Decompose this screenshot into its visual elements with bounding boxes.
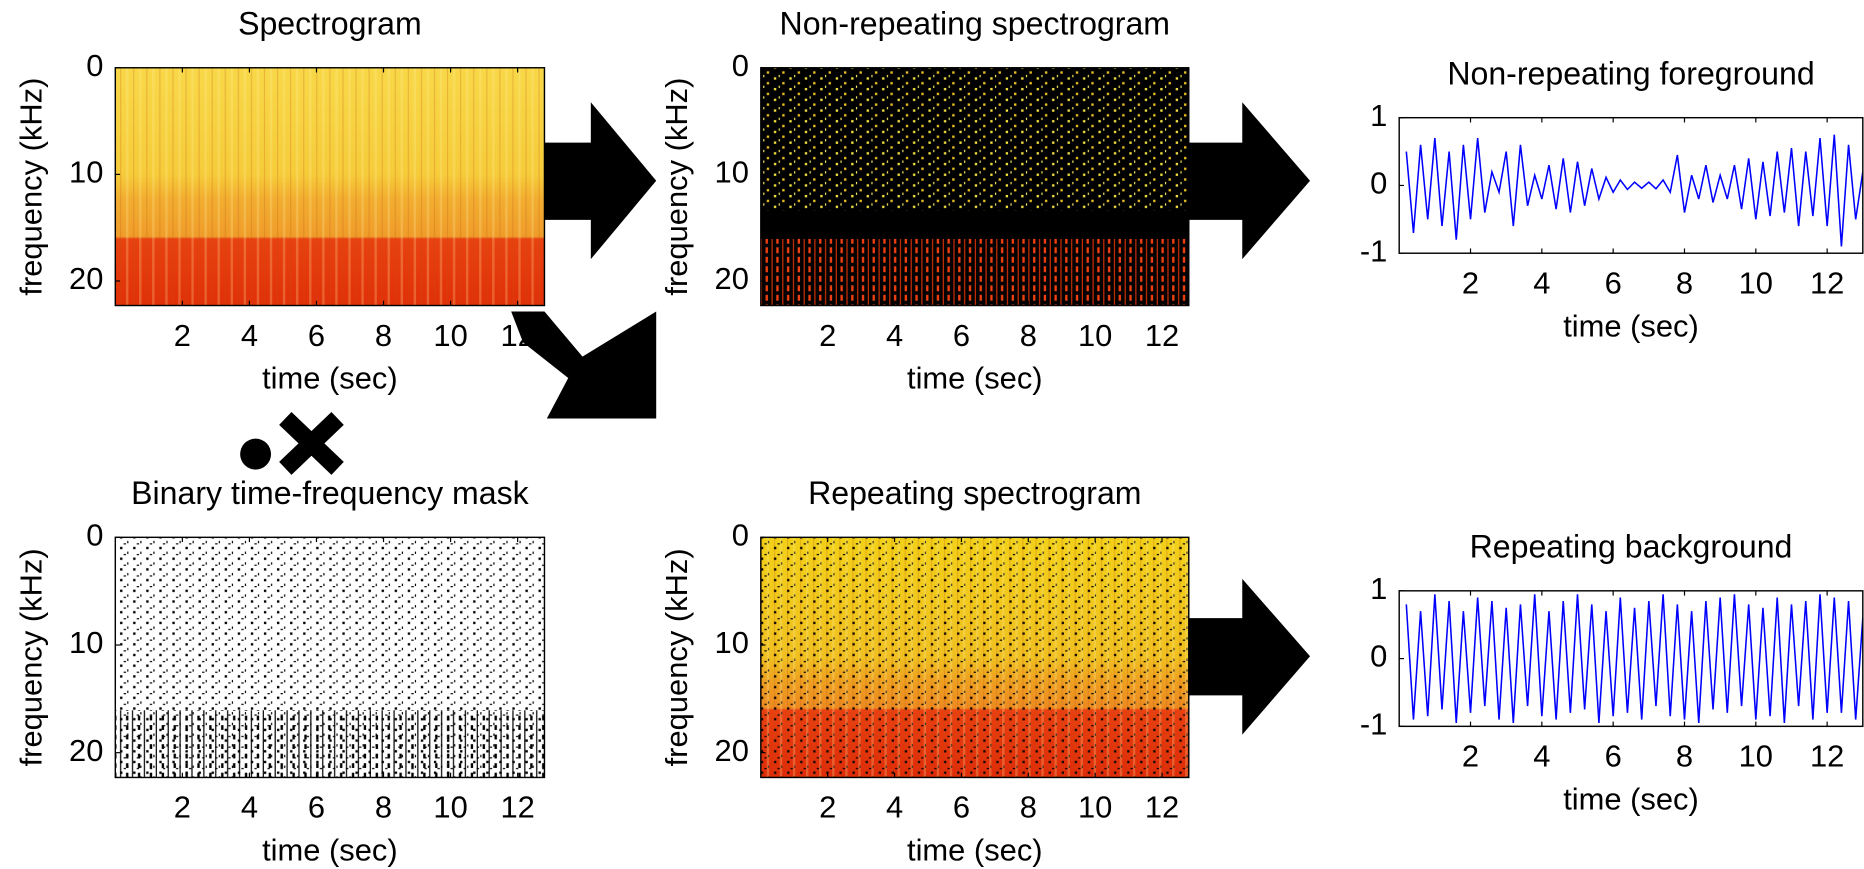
waveform-line [1405, 134, 1864, 247]
arrow [240, 102, 1311, 735]
x-tick-label: 6 [308, 790, 325, 825]
y-tick-label: 10 [715, 155, 749, 190]
arrow-diagonal [511, 311, 657, 419]
x-tick-label: 8 [375, 790, 392, 825]
y-tick-label: 20 [69, 733, 103, 768]
plot-frame [1398, 590, 1864, 728]
x-tick-label: 6 [953, 790, 970, 825]
plot-frame [760, 536, 1190, 779]
panel: Non-repeating spectrogram time (sec) frequ… [659, 6, 1190, 396]
x-tick-label: 2 [819, 790, 836, 825]
x-tick-label: 4 [241, 318, 258, 353]
x-tick-label: 6 [953, 318, 970, 353]
x-tick-label: 10 [1078, 790, 1112, 825]
x-tick-label: 10 [433, 318, 467, 353]
x-tick-label: 10 [433, 790, 467, 825]
x-axis-label: time (sec) [262, 833, 398, 868]
plot-frame [1398, 116, 1864, 254]
y-tick-label: 0 [86, 517, 103, 552]
panel: Repeating spectrogram time (sec) frequency… [659, 475, 1190, 868]
x-tick-label: 12 [1145, 790, 1179, 825]
x-tick-label: 12 [1810, 265, 1844, 300]
x-tick-label: 4 [241, 790, 258, 825]
chart-title: Repeating background [1470, 529, 1793, 565]
panel: Spectrogram time (sec) frequency (kHz) 2 4 6 8… [13, 6, 546, 396]
x-tick-label: 8 [1676, 739, 1693, 774]
x-tick-label: 6 [308, 318, 325, 353]
x-tick-label: 12 [1810, 739, 1844, 774]
x-tick-label: 4 [886, 318, 903, 353]
x-tick-label: 12 [500, 790, 534, 825]
y-tick-label: 0 [732, 517, 749, 552]
x-tick-label: 2 [1462, 739, 1479, 774]
x-axis-label: time (sec) [907, 361, 1043, 396]
x-tick-label: 8 [1020, 318, 1037, 353]
x-axis-label: time (sec) [907, 833, 1043, 868]
image-fill [760, 537, 1189, 778]
x-tick-label: 6 [1605, 739, 1622, 774]
image-fill [760, 67, 1189, 211]
image-fill [115, 710, 545, 778]
y-tick-label: 20 [69, 261, 103, 296]
plot-frame [114, 536, 546, 779]
y-tick-label: 10 [69, 155, 103, 190]
y-tick-label: 1 [1370, 98, 1387, 133]
x-tick-label: 8 [1676, 265, 1693, 300]
chart-title: Non-repeating foreground [1447, 56, 1814, 92]
plot-frame [114, 67, 546, 307]
x-tick-label: 12 [500, 318, 534, 353]
y-axis-label: frequency (kHz) [13, 78, 48, 296]
arrow-right [1188, 578, 1311, 735]
y-tick-label: 0 [732, 48, 749, 83]
x-tick-label: 4 [1533, 265, 1550, 300]
y-axis-label: frequency (kHz) [659, 78, 694, 296]
y-tick-label: -1 [1360, 233, 1387, 268]
x-axis-label: time (sec) [1563, 308, 1699, 343]
y-tick-label: 20 [715, 733, 749, 768]
chart-title: Repeating spectrogram [808, 475, 1141, 511]
y-tick-label: 10 [69, 625, 103, 660]
x-axis-label: time (sec) [262, 361, 398, 396]
x-tick-label: 2 [819, 318, 836, 353]
y-axis-label: frequency (kHz) [13, 548, 48, 766]
image-fill [760, 238, 1189, 306]
multiply-dot [240, 438, 272, 470]
panel: Binary time-frequency mask time (sec) freq… [13, 475, 546, 868]
x-tick-label: 8 [375, 318, 392, 353]
x-tick-label: 10 [1739, 265, 1773, 300]
x-tick-label: 10 [1739, 739, 1773, 774]
x-axis-label: time (sec) [1563, 781, 1699, 816]
chart-title: Binary time-frequency mask [131, 475, 530, 511]
waveform-line [1405, 594, 1864, 723]
y-axis-label: frequency (kHz) [659, 548, 694, 766]
chart-title: Spectrogram [238, 6, 422, 42]
plot-frame [760, 67, 1190, 307]
y-tick-label: 0 [1370, 166, 1387, 201]
y-tick-label: 0 [86, 48, 103, 83]
arrow-right [544, 102, 657, 260]
x-tick-label: 4 [886, 790, 903, 825]
y-tick-label: 10 [715, 625, 749, 660]
x-tick-label: 8 [1020, 790, 1037, 825]
y-tick-label: 20 [715, 261, 749, 296]
image-fill [115, 67, 545, 306]
x-tick-label: 2 [1462, 265, 1479, 300]
y-tick-label: 0 [1370, 639, 1387, 674]
arrow-right [1188, 102, 1311, 260]
y-tick-label: -1 [1360, 707, 1387, 742]
x-tick-label: 12 [1145, 318, 1179, 353]
x-tick-label: 10 [1078, 318, 1112, 353]
x-tick-label: 4 [1533, 739, 1550, 774]
x-tick-label: 6 [1605, 265, 1622, 300]
multiply-cross [279, 412, 344, 475]
x-tick-label: 2 [174, 318, 191, 353]
chart-title: Non-repeating spectrogram [780, 6, 1170, 42]
x-tick-label: 2 [174, 790, 191, 825]
y-tick-label: 1 [1370, 571, 1387, 606]
